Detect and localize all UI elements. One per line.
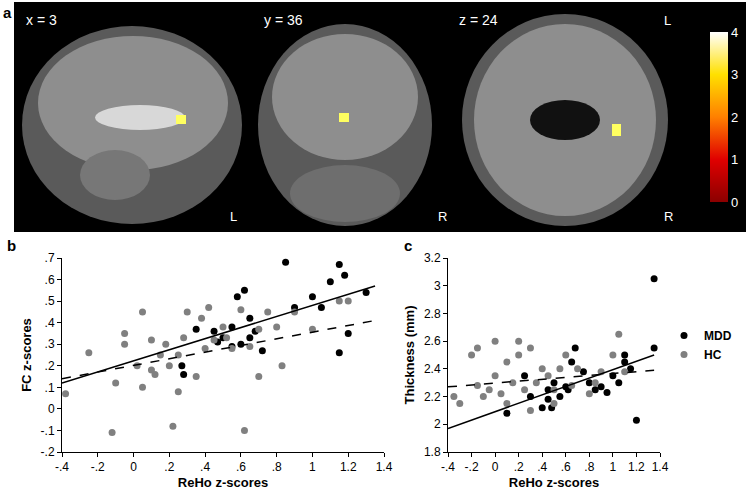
- svg-text:0: 0: [130, 460, 137, 474]
- svg-text:.6: .6: [45, 273, 55, 287]
- svg-text:R: R: [664, 209, 673, 224]
- svg-text:.1: .1: [45, 381, 55, 395]
- svg-text:a: a: [3, 4, 12, 21]
- svg-text:-.1: -.1: [41, 424, 55, 438]
- svg-text:0: 0: [492, 460, 499, 474]
- svg-text:HC: HC: [704, 348, 722, 362]
- svg-text:.5: .5: [45, 294, 55, 308]
- svg-text:.4: .4: [200, 460, 210, 474]
- svg-text:R: R: [438, 209, 447, 224]
- svg-text:.4: .4: [537, 460, 547, 474]
- svg-text:.6: .6: [236, 460, 246, 474]
- svg-text:.8: .8: [272, 460, 282, 474]
- svg-text:FC z-scores: FC z-scores: [19, 318, 34, 392]
- svg-text:3.2: 3.2: [424, 251, 441, 265]
- svg-text:y = 36: y = 36: [264, 12, 303, 28]
- svg-text:.8: .8: [584, 460, 594, 474]
- svg-text:1.8: 1.8: [424, 445, 441, 459]
- svg-text:Thickness (mm): Thickness (mm): [402, 306, 417, 405]
- svg-text:ReHo z-scores: ReHo z-scores: [178, 475, 268, 490]
- svg-text:.4: .4: [45, 316, 55, 330]
- svg-text:L: L: [230, 209, 237, 224]
- svg-text:2.6: 2.6: [424, 334, 441, 348]
- svg-text:.3: .3: [45, 337, 55, 351]
- svg-text:-.2: -.2: [41, 445, 55, 459]
- svg-text:-.2: -.2: [91, 460, 105, 474]
- svg-text:c: c: [404, 237, 412, 254]
- svg-text:1.4: 1.4: [376, 460, 393, 474]
- svg-text:2: 2: [731, 110, 738, 125]
- svg-text:1.2: 1.2: [628, 460, 645, 474]
- svg-text:1.4: 1.4: [652, 460, 669, 474]
- svg-text:b: b: [7, 237, 16, 254]
- svg-text:4: 4: [731, 25, 738, 40]
- svg-text:MDD: MDD: [704, 329, 732, 343]
- svg-text:3: 3: [731, 67, 738, 82]
- svg-text:.6: .6: [561, 460, 571, 474]
- svg-text:0: 0: [731, 195, 738, 210]
- svg-text:.2: .2: [514, 460, 524, 474]
- svg-text:-.2: -.2: [465, 460, 479, 474]
- svg-text:1: 1: [610, 460, 617, 474]
- svg-text:-.4: -.4: [55, 460, 69, 474]
- svg-text:2.8: 2.8: [424, 307, 441, 321]
- svg-text:2.4: 2.4: [424, 362, 441, 376]
- svg-text:1: 1: [309, 460, 316, 474]
- svg-text:2: 2: [434, 417, 441, 431]
- svg-text:x = 3: x = 3: [26, 12, 57, 28]
- svg-text:.2: .2: [164, 460, 174, 474]
- svg-text:.7: .7: [45, 251, 55, 265]
- svg-text:ReHo z-scores: ReHo z-scores: [509, 475, 599, 490]
- svg-text:L: L: [664, 13, 671, 28]
- svg-text:0: 0: [48, 402, 55, 416]
- svg-text:-.4: -.4: [441, 460, 455, 474]
- svg-text:2.2: 2.2: [424, 390, 441, 404]
- svg-text:1: 1: [731, 152, 738, 167]
- svg-text:z = 24: z = 24: [459, 12, 498, 28]
- svg-text:.2: .2: [45, 359, 55, 373]
- svg-text:1.2: 1.2: [340, 460, 357, 474]
- svg-text:3: 3: [434, 279, 441, 293]
